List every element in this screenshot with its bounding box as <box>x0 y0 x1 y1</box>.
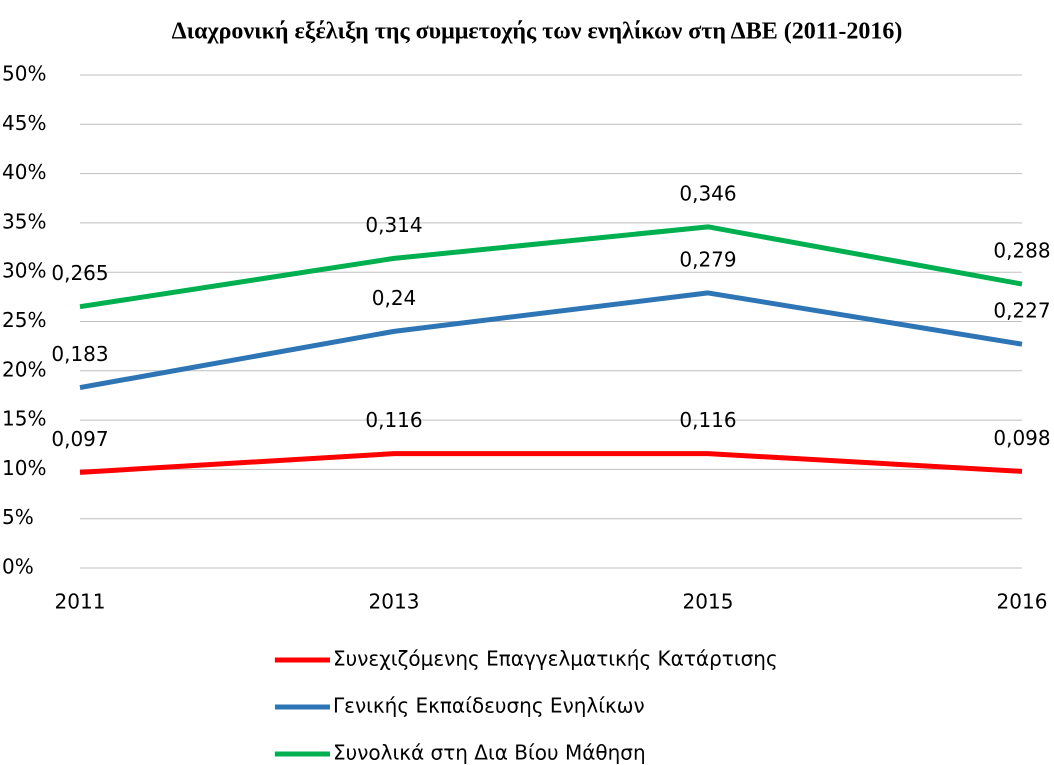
chart-title: Διαχρονική εξέλιξη της συμμετοχής των εν… <box>172 19 903 45</box>
x-tick-label: 2015 <box>683 590 734 614</box>
data-label: 0,314 <box>365 213 422 237</box>
legend-label: Συνεχιζόμενης Επαγγελματικής Κατάρτισης <box>333 647 778 671</box>
legend-label: Συνολικά στη Δια Βίου Μάθηση <box>333 741 646 765</box>
data-label: 0,097 <box>51 427 108 451</box>
data-label: 0,183 <box>51 342 108 366</box>
series-line <box>79 224 1023 310</box>
data-label: 0,24 <box>372 286 417 310</box>
x-tick-label: 2016 <box>997 590 1048 614</box>
y-tick-label: 40% <box>2 160 46 184</box>
series-line <box>79 290 1023 391</box>
y-tick-label: 20% <box>2 357 46 381</box>
y-tick-label: 30% <box>2 259 46 283</box>
y-tick-label: 50% <box>2 62 46 86</box>
data-label: 0,227 <box>993 299 1050 323</box>
data-label: 0,116 <box>365 408 422 432</box>
y-tick-label: 35% <box>2 209 46 233</box>
data-label: 0,116 <box>679 408 736 432</box>
data-label: 0,279 <box>679 247 736 271</box>
data-label: 0,288 <box>993 239 1050 263</box>
legend-label: Γενικής Εκπαίδευσης Ενηλίκων <box>333 694 645 718</box>
data-label: 0,098 <box>993 426 1050 450</box>
series-line <box>79 451 1023 475</box>
y-tick-label: 45% <box>2 111 46 135</box>
data-label: 0,265 <box>51 261 108 285</box>
y-tick-label: 10% <box>2 456 46 480</box>
data-label: 0,346 <box>679 181 736 205</box>
x-tick-label: 2013 <box>369 590 420 614</box>
y-tick-label: 15% <box>2 407 46 431</box>
y-tick-label: 5% <box>2 505 34 529</box>
y-tick-label: 25% <box>2 308 46 332</box>
y-tick-label: 0% <box>2 555 34 579</box>
x-tick-label: 2011 <box>55 590 106 614</box>
